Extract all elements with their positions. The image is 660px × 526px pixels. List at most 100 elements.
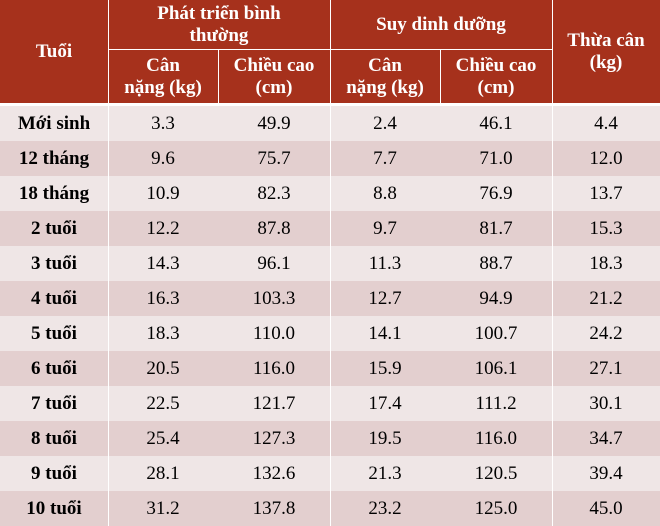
normal-height-cell: 96.1 [257,252,291,274]
overweight-cell: 45.0 [589,497,623,519]
age-header: Tuổi [35,40,73,62]
header-divider [552,0,553,103]
table-row: 2 tuổi 12.2 87.8 9.7 81.7 15.3 [0,211,660,246]
mal-weight-header: Cân nặng (kg) [346,54,424,98]
header-divider [330,0,331,103]
table-row: 3 tuổi 14.3 96.1 11.3 88.7 18.3 [0,246,660,281]
column-divider [552,246,553,281]
age-cell: 12 tháng [18,147,90,169]
mal-weight-cell: 17.4 [368,392,402,414]
normal-weight-cell: 12.2 [146,217,180,239]
header-divider [108,49,552,50]
normal-height-cell: 116.0 [252,357,296,379]
mal-height-cell: 100.7 [474,322,518,344]
age-cell: 8 tuổi [31,427,77,449]
mal-height-header: Chiều cao (cm) [455,54,537,98]
column-divider [330,106,331,141]
age-cell: 3 tuổi [31,252,77,274]
normal-weight-cell: 18.3 [146,322,180,344]
age-cell: 9 tuổi [31,462,77,484]
table-row: 4 tuổi 16.3 103.3 12.7 94.9 21.2 [0,281,660,316]
age-cell: 5 tuổi [31,322,77,344]
table-row: 6 tuổi 20.5 116.0 15.9 106.1 27.1 [0,351,660,386]
column-divider [330,246,331,281]
normal-weight-cell: 25.4 [146,427,180,449]
normal-height-cell: 132.6 [252,462,296,484]
column-divider [108,386,109,421]
column-divider [552,106,553,141]
mal-height-cell: 120.5 [474,462,518,484]
column-divider [108,141,109,176]
overweight-cell: 21.2 [589,287,623,309]
table-row: Mới sinh 3.3 49.9 2.4 46.1 4.4 [0,106,660,141]
age-cell: 10 tuổi [26,497,82,519]
column-divider [552,351,553,386]
mal-weight-cell: 9.7 [373,217,397,239]
normal-height-header: Chiều cao (cm) [233,54,315,98]
mal-weight-cell: 2.4 [373,112,397,134]
mal-weight-cell: 23.2 [368,497,402,519]
mal-height-cell: 94.9 [479,287,513,309]
normal-height-cell: 82.3 [257,182,291,204]
table-header: Tuổi Phát triển bình thường Suy dinh dưỡ… [0,0,660,103]
mal-weight-cell: 21.3 [368,462,402,484]
mal-weight-cell: 19.5 [368,427,402,449]
overweight-cell: 24.2 [589,322,623,344]
normal-height-cell: 121.7 [252,392,296,414]
column-divider [330,316,331,351]
normal-group-header: Phát triển bình thường [157,2,281,46]
table-row: 9 tuổi 28.1 132.6 21.3 120.5 39.4 [0,456,660,491]
mal-weight-cell: 11.3 [368,252,402,274]
mal-height-cell: 88.7 [479,252,513,274]
mal-weight-cell: 14.1 [368,322,402,344]
column-divider [108,456,109,491]
overweight-cell: 34.7 [589,427,623,449]
overweight-cell: 18.3 [589,252,623,274]
age-cell: 4 tuổi [31,287,77,309]
normal-height-cell: 110.0 [252,322,296,344]
column-divider [552,386,553,421]
column-divider [108,421,109,456]
age-cell: 6 tuổi [31,357,77,379]
column-divider [552,421,553,456]
column-divider [330,176,331,211]
overweight-cell: 12.0 [589,147,623,169]
normal-height-cell: 103.3 [252,287,296,309]
column-divider [330,386,331,421]
normal-height-cell: 75.7 [257,147,291,169]
normal-weight-cell: 31.2 [146,497,180,519]
column-divider [330,211,331,246]
column-divider [108,491,109,526]
table-row: 10 tuổi 31.2 137.8 23.2 125.0 45.0 [0,491,660,526]
normal-height-cell: 137.8 [252,497,296,519]
mal-height-cell: 116.0 [474,427,518,449]
overweight-cell: 13.7 [589,182,623,204]
column-divider [108,106,109,141]
normal-weight-header: Cân nặng (kg) [124,54,202,98]
column-divider [108,176,109,211]
normal-weight-cell: 22.5 [146,392,180,414]
age-cell: 2 tuổi [31,217,77,239]
overweight-header: Thừa cân (kg) [567,29,645,73]
age-cell: Mới sinh [17,112,91,134]
table-row: 18 tháng 10.9 82.3 8.8 76.9 13.7 [0,176,660,211]
column-divider [330,281,331,316]
table-row: 5 tuổi 18.3 110.0 14.1 100.7 24.2 [0,316,660,351]
mal-height-cell: 76.9 [479,182,513,204]
mal-height-cell: 111.2 [475,392,517,414]
normal-weight-cell: 14.3 [146,252,180,274]
column-divider [330,141,331,176]
overweight-cell: 30.1 [589,392,623,414]
header-divider [218,49,219,103]
column-divider [108,281,109,316]
column-divider [552,316,553,351]
normal-weight-cell: 16.3 [146,287,180,309]
normal-height-cell: 127.3 [252,427,296,449]
mal-weight-cell: 7.7 [373,147,397,169]
age-cell: 18 tháng [18,182,90,204]
mal-height-cell: 106.1 [474,357,518,379]
column-divider [552,491,553,526]
column-divider [330,351,331,386]
column-divider [552,176,553,211]
column-divider [108,246,109,281]
